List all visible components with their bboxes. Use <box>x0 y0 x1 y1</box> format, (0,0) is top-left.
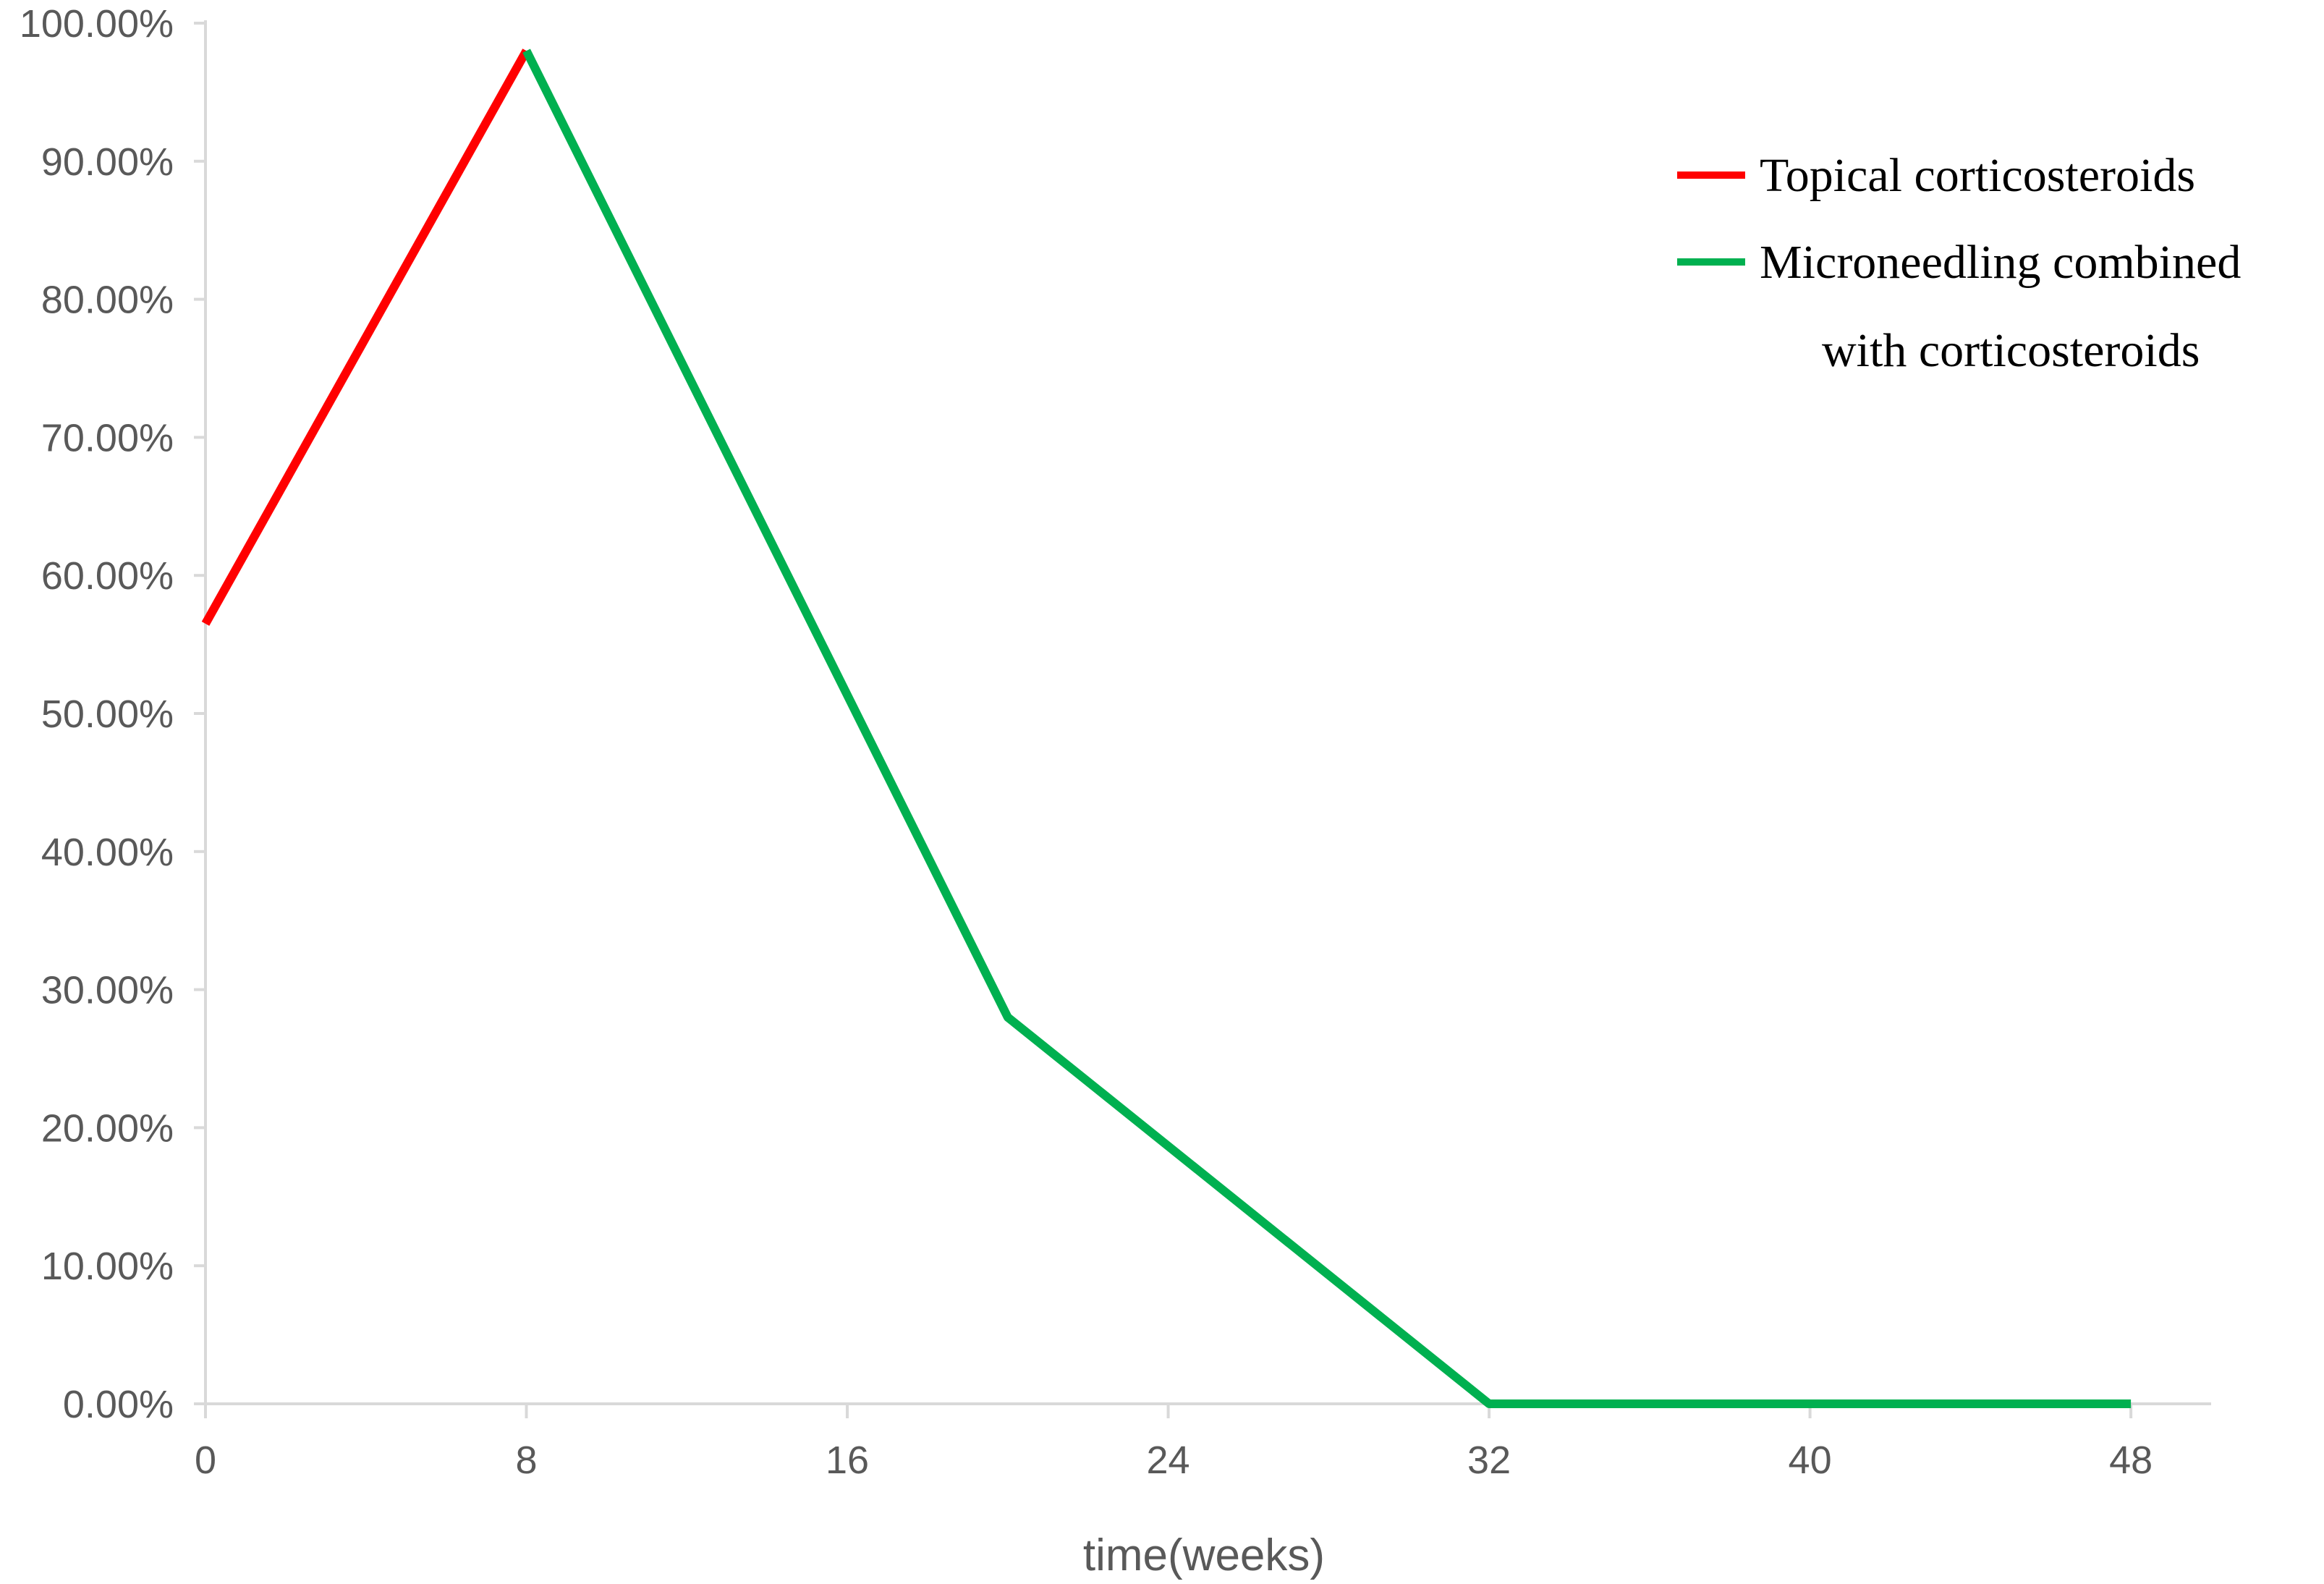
x-tick-label: 32 <box>1467 1439 1511 1482</box>
legend-label-2: Microneedling combined <box>1760 236 2241 289</box>
legend: Topical corticosteroids Microneedling com… <box>1677 149 2241 377</box>
y-tick-label: 60.00% <box>41 554 174 598</box>
y-tick-label: 50.00% <box>41 693 174 736</box>
y-tick-label: 70.00% <box>41 416 174 459</box>
x-tick-label: 48 <box>2109 1439 2153 1482</box>
x-tick-label: 40 <box>1789 1439 1832 1482</box>
x-tick-label: 24 <box>1147 1439 1190 1482</box>
y-tick-label: 0.00% <box>63 1383 174 1426</box>
axes: 0.00% 10.00% 20.00% 30.00% 40.00% 50.00% 60.00… <box>20 2 2211 1482</box>
series-lines <box>201 48 2132 1408</box>
legend-label-1: Topical corticosteroids <box>1760 149 2195 202</box>
y-tick-label: 40.00% <box>41 831 174 874</box>
series-line-1 <box>201 48 530 626</box>
y-tick-label: 80.00% <box>41 279 174 322</box>
x-tick-label: 0 <box>195 1439 216 1482</box>
y-tick-label: 100.00% <box>20 2 174 46</box>
y-tick-label: 30.00% <box>41 969 174 1012</box>
x-tick-label: 16 <box>826 1439 869 1482</box>
y-tick-label: 10.00% <box>41 1245 174 1288</box>
series-line-2 <box>522 48 2132 1408</box>
x-tick-label: 8 <box>515 1439 537 1482</box>
y-tick-label: 20.00% <box>41 1106 174 1150</box>
y-tick-label: 90.00% <box>41 140 174 184</box>
legend-label-2: with corticosteroids <box>1822 324 2200 377</box>
x-axis-title: time(weeks) <box>1083 1530 1325 1580</box>
